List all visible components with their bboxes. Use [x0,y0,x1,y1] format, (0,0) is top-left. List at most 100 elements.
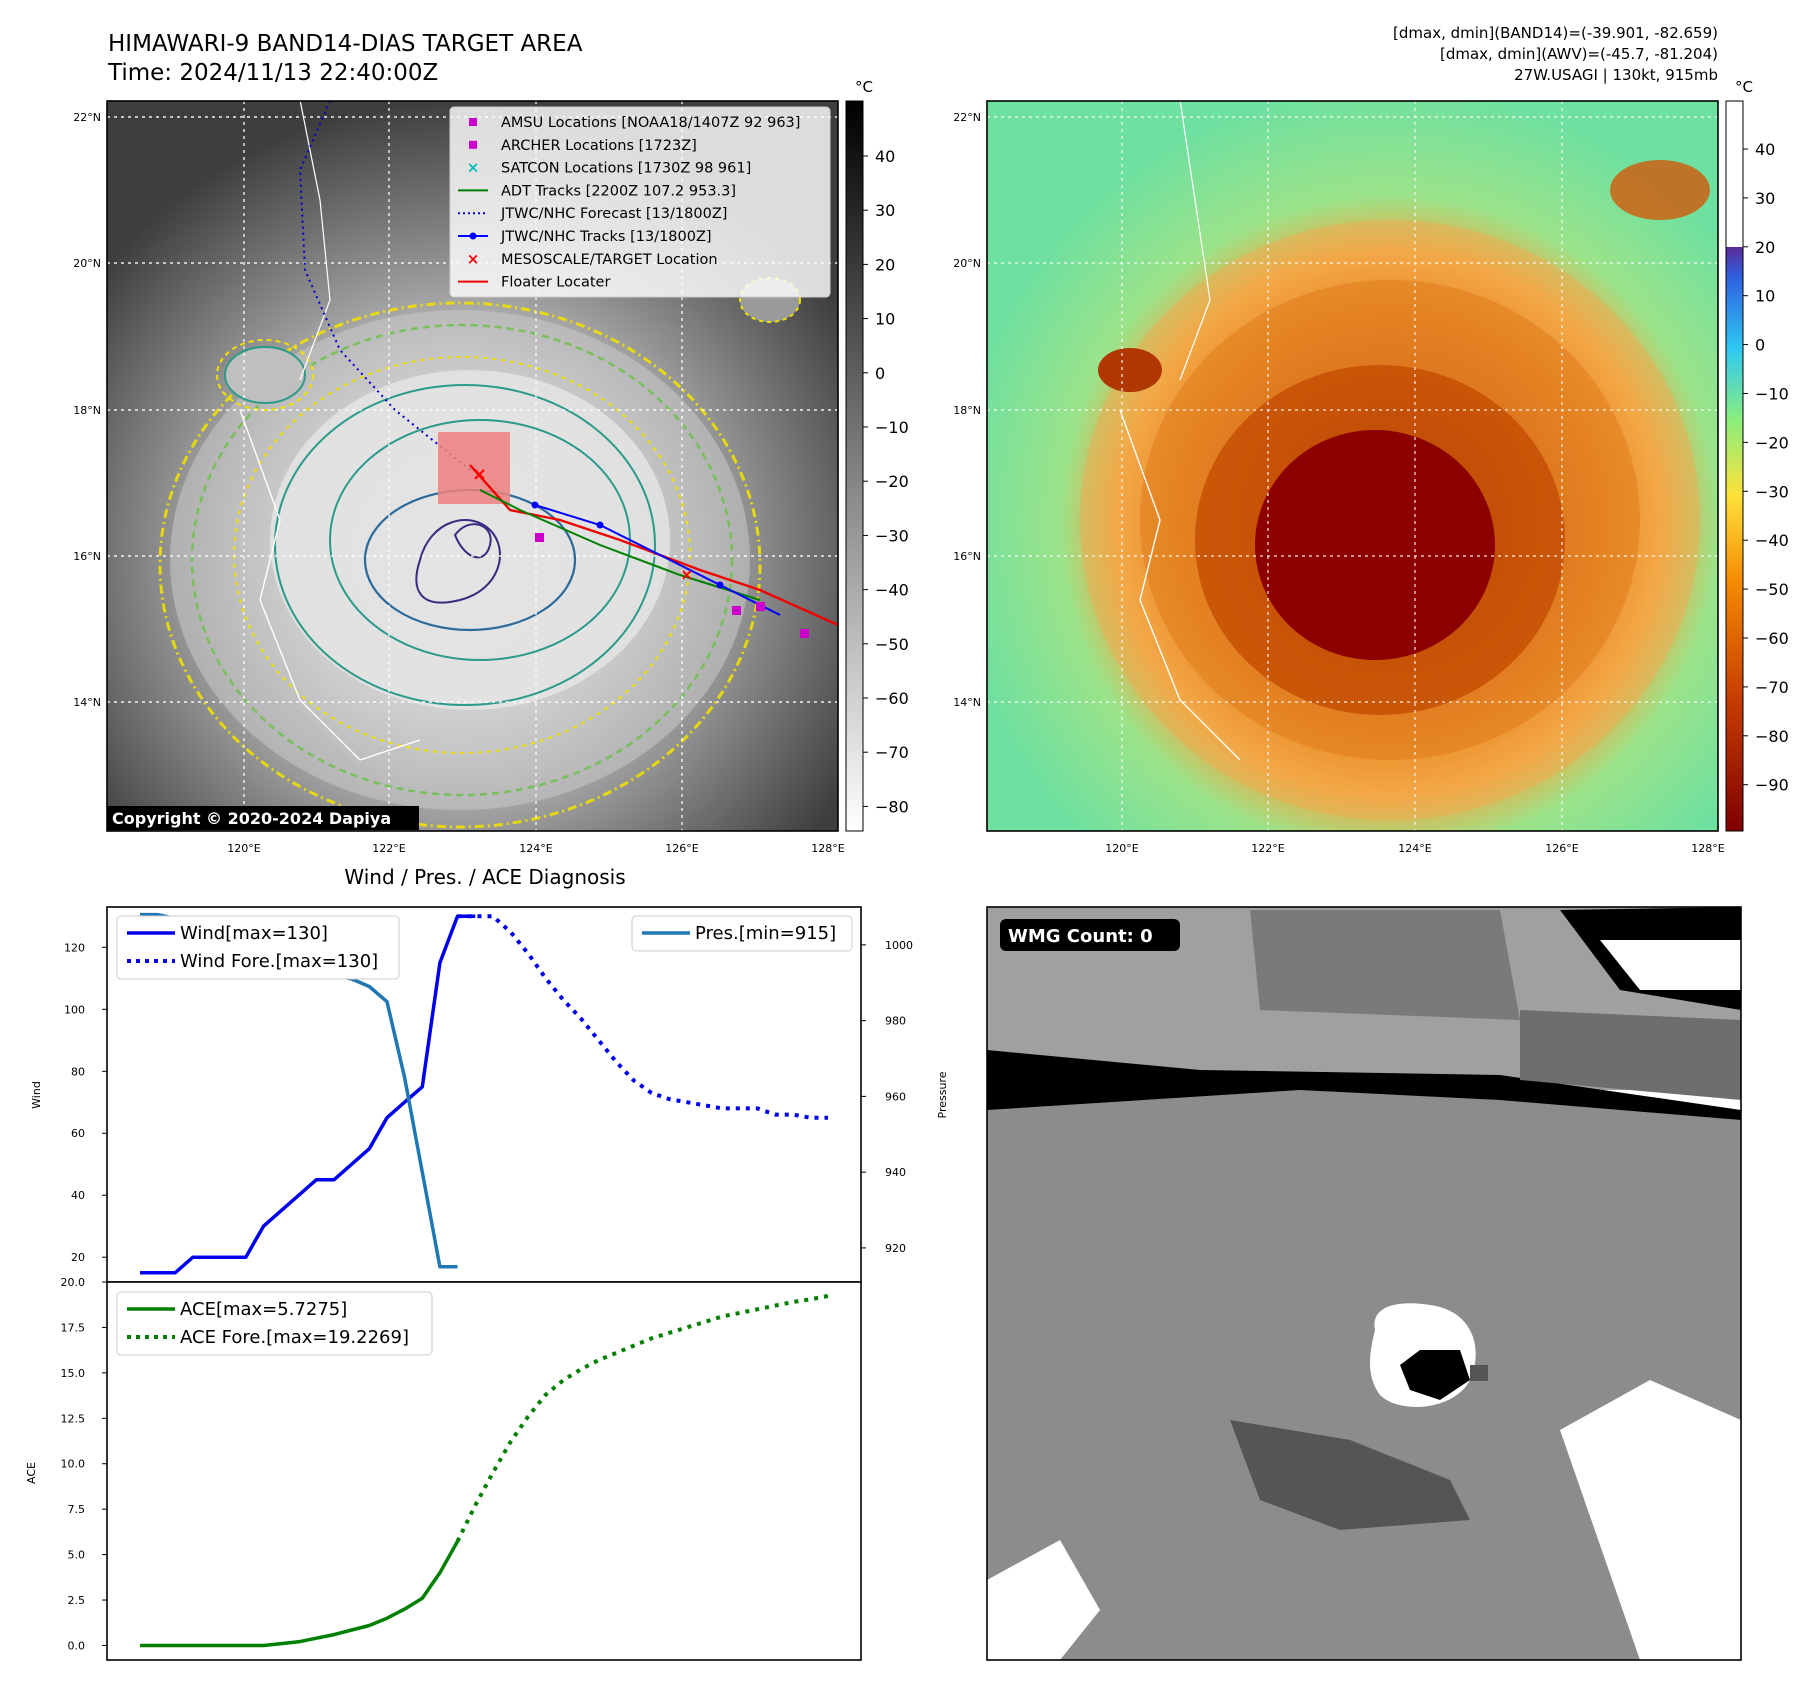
ace-legend-label: ACE[max=5.7275] [180,1299,347,1320]
temperature-colorbar-tick-label: −50 [1755,580,1789,599]
wind-chart-series-1 [457,914,828,1120]
ir-color-map [987,101,1718,831]
temperature-colorbar-tick-label: −60 [1755,629,1789,648]
ir-gray-map-lon-label: 126°E [665,842,698,855]
legend-marker [469,232,477,240]
ir-gray-map-lat-label: 22°N [73,111,101,124]
ace-legend: ACE[max=5.7275] ACE Fore.[max=19.2269] [116,1291,433,1356]
legend-label: AMSU Locations [NOAA18/1407Z 92 963] [501,115,800,131]
ir-color-map-lon-label: 128°E [1691,842,1724,855]
ir-color-map-lat-label: 20°N [953,257,981,270]
gray-colorbar: °C 40 30 20 10 0 −10 −20 −30 −40 −50 −60 −70 −80 [845,78,909,832]
wind-chart-y-tick-label: 40 [71,1189,85,1202]
legend-label: SATCON Locations [1730Z 98 961] [501,161,751,177]
gray-colorbar-tick-label: −30 [875,526,909,545]
gray-colorbar-unit: °C [855,78,873,96]
copyright-text: Copyright © 2020-2024 Dapiya [112,809,391,828]
wind-chart-y-tick-label: 100 [64,1003,85,1016]
ace-chart-y-tick-label: 5.0 [68,1549,86,1562]
ir-gray-map-frame [106,100,839,832]
temperature-colorbar-tick-label: −30 [1755,482,1789,501]
wind-chart-y-tick-label: 120 [64,941,85,954]
ir-gray-map-lat-label: 14°N [73,696,101,709]
ace-chart-y-tick-label: 15.0 [61,1367,86,1380]
ir-gray-map-lon-label: 122°E [372,842,405,855]
ir-color-map-lat-label: 16°N [953,550,981,563]
ace-chart-series-1 [455,1294,829,1543]
gray-colorbar-tick-label: −10 [875,418,909,437]
wind-chart-y2-tick-label: 960 [885,1090,906,1103]
legend-label: Floater Locater [501,275,610,291]
wind-chart-y2-tick-label: 940 [885,1166,906,1179]
gray-colorbar-tick-label: 30 [875,201,895,220]
ace-chart-y-tick-label: 12.5 [61,1412,86,1425]
wind-chart-y-tick-label: 60 [71,1127,85,1140]
wind-chart-y-tick-label: 20 [71,1251,85,1264]
gray-colorbar-tick-label: −40 [875,581,909,600]
pressure-axis-label: Pressure [936,1071,949,1118]
temperature-colorbar-tick-label: 40 [1755,140,1775,159]
gray-colorbar-tick-label: −80 [875,797,909,816]
temperature-colorbar-tick-label: −80 [1755,727,1789,746]
legend-label: ADT Tracks [2200Z 107.2 953.3] [501,183,736,199]
temperature-colorbar-tick-label: −90 [1755,776,1789,795]
temperature-colorbar-unit: °C [1735,78,1753,96]
legend-label: JTWC/NHC Forecast [13/1800Z] [500,206,727,222]
pressure-legend-label: Pres.[min=915] [695,923,836,944]
temperature-colorbar-tick-label: 0 [1755,336,1765,355]
temperature-colorbar-tick-label: −20 [1755,433,1789,452]
wind-chart-series-0 [140,914,476,1275]
ace-chart-y-tick-label: 2.5 [68,1594,86,1607]
wind-axis-label: Wind [30,1081,43,1109]
ace-chart-y-tick-label: 7.5 [68,1503,86,1516]
wind-chart-y2-tick-label: 980 [885,1015,906,1028]
map-legend: AMSU Locations [NOAA18/1407Z 92 963] ARCH… [449,106,831,298]
ace-fore-legend-label: ACE Fore.[max=19.2269] [180,1327,409,1348]
ir-gray-map-lat-label: 16°N [73,550,101,563]
svg-text:×: × [680,565,693,584]
ace-chart-y-tick-label: 20.0 [61,1276,86,1289]
svg-text:×: × [472,464,487,485]
ir-color-map-lon-label: 124°E [1398,842,1431,855]
ir-color-map-lat-label: 14°N [953,696,981,709]
ir-color-map-lon-label: 126°E [1545,842,1578,855]
wind-chart-y2-tick-label: 920 [885,1242,906,1255]
legend-marker [469,140,477,149]
temperature-colorbar: °C 40 30 20 10 0 −10 −20 −30 −40 −50 −60 −70 −80 −90 [1725,78,1789,832]
ir-gray-map-lon-label: 124°E [519,842,552,855]
figure-title: HIMAWARI-9 BAND14-DIAS TARGET AREA [108,31,583,57]
legend-marker: × [467,159,480,177]
ir-gray-map-lat-label: 18°N [73,404,101,417]
gray-colorbar-tick-label: −20 [875,472,909,491]
wmg-count-text: WMG Count: 0 [1008,926,1153,947]
info-awv: [dmax, dmin](AWV)=(-45.7, -81.204) [1440,45,1718,63]
ir-color-map-lon-label: 120°E [1105,842,1138,855]
gray-colorbar-tick-label: 40 [875,147,895,166]
gray-colorbar-tick-label: 0 [875,364,885,383]
temperature-colorbar-tick-label: −40 [1755,531,1789,550]
wind-legend: Wind[max=130] Wind Fore.[max=130] [116,915,400,980]
info-band14: [dmax, dmin](BAND14)=(-39.901, -82.659) [1393,24,1718,42]
wmg-count-badge: WMG Count: 0 [1000,919,1180,951]
wmg-panel [987,907,1741,1660]
ace-chart-y-tick-label: 17.5 [61,1321,86,1334]
wmg-frame [986,906,1742,1661]
info-storm: 27W.USAGI | 130kt, 915mb [1514,66,1718,84]
ir-color-map-frame [986,100,1719,832]
ir-gray-map-lon-label: 120°E [227,842,260,855]
ace-chart-series-0 [140,1540,460,1648]
diagnosis-title: Wind / Pres. / ACE Diagnosis [344,865,625,889]
ir-gray-map-lon-label: 128°E [811,842,844,855]
ir-color-map-lat-label: 22°N [953,111,981,124]
ir-color-map-lat-label: 18°N [953,404,981,417]
copyright-badge: Copyright © 2020-2024 Dapiya [107,806,419,830]
ace-chart-y-tick-label: 10.0 [61,1458,86,1471]
gray-colorbar-tick-label: −70 [875,743,909,762]
temperature-colorbar-tick-label: 10 [1755,287,1775,306]
legend-marker: × [467,250,480,268]
wind-legend-label: Wind[max=130] [180,923,328,944]
temperature-colorbar-tick-label: −10 [1755,385,1789,404]
figure-time: Time: 2024/11/13 22:40:00Z [107,60,438,86]
temperature-colorbar-tick-label: −70 [1755,678,1789,697]
